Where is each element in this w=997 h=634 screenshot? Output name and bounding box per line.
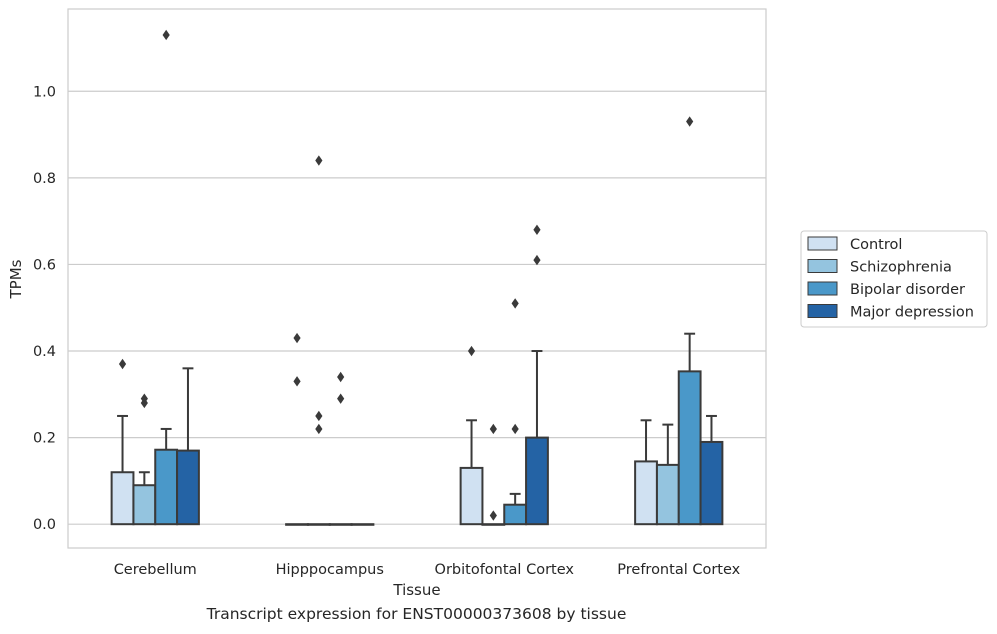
y-tick-labels: 0.0 0.2 0.4 0.6 0.8 1.0 [33, 84, 56, 533]
outlier-point [489, 423, 497, 435]
outlier-point [293, 376, 301, 387]
x-tick-label: Cerebellum [114, 562, 197, 578]
outlier-point [315, 423, 323, 435]
outlier-point [337, 371, 345, 383]
outlier-point [467, 345, 476, 357]
outlier-point [533, 254, 541, 266]
y-axis-label: TPMs [7, 259, 25, 299]
outlier-point [315, 155, 323, 166]
legend: Control Schizophrenia Bipolar disorder Majo… [800, 230, 988, 328]
outlier-point [118, 358, 127, 370]
plot-frame [67, 8, 767, 549]
bar [525, 436, 549, 526]
errorbars-layer [117, 332, 717, 505]
outlier-point [162, 29, 170, 41]
outlier-point [293, 332, 301, 344]
y-tick-label: 0.8 [33, 171, 56, 187]
legend-label: Bipolar disorder [850, 282, 965, 298]
bar [350, 523, 375, 526]
legend-label: Major depression [850, 305, 974, 321]
bar [132, 484, 157, 526]
outlier-point [511, 423, 519, 435]
bar [110, 471, 135, 526]
outlier-point [533, 224, 541, 235]
bar [176, 449, 200, 526]
y-tick-label: 1.0 [33, 84, 56, 100]
x-tick-label: Prefrontal Cortex [617, 562, 740, 578]
bar [459, 466, 484, 526]
y-tick-label: 0.6 [33, 257, 56, 273]
outlier-point [315, 410, 323, 422]
outlier-point [337, 393, 345, 404]
bar [306, 523, 331, 526]
bar [328, 523, 353, 526]
bar [699, 440, 724, 526]
outlier-point [511, 298, 519, 309]
bar [154, 448, 179, 526]
outlier-point [489, 510, 497, 521]
outliers-layer [118, 29, 694, 521]
y-tick-label: 0.2 [33, 431, 56, 447]
bars-layer [110, 370, 724, 526]
legend-swatch [807, 304, 838, 318]
x-tick-label: Hipppocampus [276, 562, 384, 578]
outlier-point [686, 116, 694, 127]
legend-swatch [807, 281, 838, 296]
bar [655, 463, 680, 526]
bar [677, 370, 702, 526]
figure-caption: Transcript expression for ENST0000037360… [206, 605, 627, 623]
legend-label: Control [850, 237, 902, 253]
bar [285, 523, 309, 526]
x-axis-label: Tissue [392, 581, 440, 599]
x-tick-labels: Cerebellum Hipppocampus Orbitofontal Corte… [114, 562, 741, 578]
x-tick-label: Orbitofontal Cortex [435, 562, 575, 578]
legend-frame [800, 230, 988, 328]
legend-swatch [807, 236, 838, 251]
bar [481, 523, 506, 526]
y-tick-label: 0.0 [33, 517, 56, 533]
legend-swatch [807, 259, 838, 273]
bar [503, 503, 528, 526]
legend-label: Schizophrenia [850, 260, 952, 276]
bar [634, 460, 658, 526]
outlier-point [140, 397, 148, 409]
y-tick-label: 0.4 [33, 344, 56, 360]
